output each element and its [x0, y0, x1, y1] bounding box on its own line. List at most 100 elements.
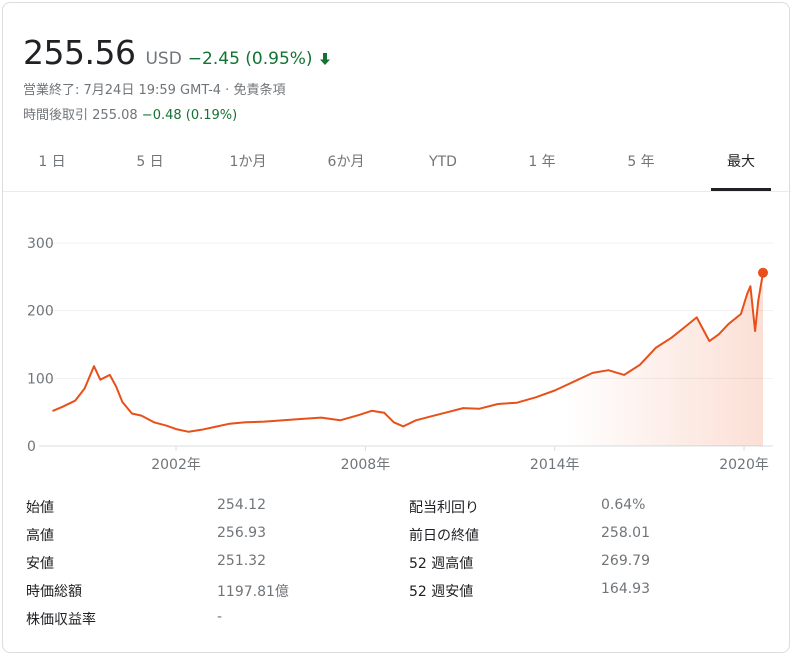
stat-prev-close-label: 前日の終値 — [409, 528, 479, 544]
x-tick-label: 2014年 — [530, 457, 580, 473]
price-chart[interactable]: 0 100 200 300 2002年 2008年 2014年 2020年 — [3, 193, 789, 483]
after-hours-change: −0.48 (0.19%) — [141, 108, 238, 123]
after-hours-row: 時間後取引 255.08 −0.48 (0.19%) — [23, 104, 237, 123]
price-point — [282, 419, 285, 422]
tab-6m[interactable]: 6か月 — [327, 154, 365, 170]
price-point — [516, 401, 518, 404]
price-point — [572, 380, 575, 383]
x-tick-label: 2020年 — [719, 457, 769, 473]
price-point — [213, 426, 215, 428]
after-hours-price: 255.08 — [92, 108, 138, 123]
y-tick-label: 300 — [27, 236, 54, 252]
stat-high-value: 256.93 — [217, 525, 266, 541]
price-point — [535, 396, 537, 399]
tab-1y[interactable]: 1 年 — [528, 154, 556, 170]
price-point — [623, 374, 625, 376]
price-area-fill — [53, 272, 763, 446]
price-point — [140, 414, 143, 417]
range-tabs: 1 日 5 日 1か月 6か月 YTD 1 年 5 年 最大 — [3, 143, 791, 192]
price-point — [497, 403, 499, 405]
price-point — [370, 410, 373, 412]
price-point — [727, 323, 730, 325]
stat-open-label: 始値 — [26, 500, 54, 516]
price-line — [52, 272, 764, 433]
tab-ytd[interactable]: YTD — [429, 154, 457, 170]
price-point — [393, 421, 395, 424]
after-hours-label: 時間後取引 — [23, 108, 89, 123]
price-point — [187, 430, 190, 433]
y-tick-label: 200 — [27, 304, 54, 320]
x-tick-label: 2002年 — [151, 457, 201, 473]
price-point — [746, 292, 749, 295]
tab-max[interactable]: 最大 — [711, 143, 771, 191]
price-point — [93, 365, 95, 367]
tab-1d[interactable]: 1 日 — [38, 154, 66, 170]
price-point — [121, 401, 124, 403]
price-point — [115, 385, 117, 388]
price-point — [175, 428, 177, 430]
price-point — [430, 415, 433, 418]
price-point — [301, 418, 304, 420]
stat-low-value: 251.32 — [217, 553, 266, 569]
stat-pe-label: 株価収益率 — [26, 612, 96, 628]
current-price-marker — [758, 267, 768, 278]
price-point — [754, 330, 756, 332]
stat-row: 株価収益率 - — [3, 609, 791, 637]
price-point — [358, 414, 360, 416]
price-point — [683, 326, 685, 329]
price-point — [639, 364, 641, 366]
price-point — [131, 412, 133, 415]
price-point — [591, 372, 594, 374]
stat-dividend-value: 0.64% — [601, 497, 646, 513]
price-point — [718, 333, 720, 336]
tab-5d[interactable]: 5 日 — [136, 154, 164, 170]
tab-1m[interactable]: 1か月 — [229, 154, 267, 170]
stat-52w-high-label: 52 週高値 — [409, 556, 474, 572]
price-point — [708, 340, 711, 342]
price-point — [228, 422, 231, 425]
price-point — [52, 410, 54, 412]
price-point — [83, 387, 86, 390]
x-tick-label: 2008年 — [341, 457, 391, 473]
current-price: 255.56 — [23, 33, 136, 72]
stat-open-value: 254.12 — [217, 497, 266, 513]
price-point — [607, 369, 610, 372]
y-tick-label: 0 — [27, 439, 36, 455]
price-point — [478, 407, 480, 410]
price-point — [109, 374, 111, 376]
price-point — [749, 285, 752, 288]
y-tick-label: 100 — [27, 371, 54, 387]
tab-5y[interactable]: 5 年 — [627, 154, 655, 170]
stat-market-cap-value: 1197.81億 — [217, 584, 289, 600]
stat-row: 高値 256.93 前日の終値 258.01 — [3, 525, 791, 553]
stat-low-label: 安値 — [26, 556, 54, 572]
price-point — [402, 425, 405, 428]
price-point — [99, 378, 102, 381]
currency: USD — [145, 49, 182, 69]
price-change: −2.45 (0.95%) — [187, 49, 313, 69]
price-point — [695, 316, 698, 319]
price-point — [462, 407, 465, 409]
price-point — [74, 399, 76, 402]
price-point — [244, 421, 247, 424]
price-point — [339, 419, 341, 422]
market-status: 営業終了: 7月24日 19:59 GMT-4 · 免責条項 — [23, 83, 286, 98]
stat-row: 安値 251.32 52 週高値 269.79 — [3, 553, 791, 581]
stat-row: 始値 254.12 配当利回り 0.64% — [3, 497, 791, 525]
price-point — [165, 424, 168, 427]
stat-market-cap-label: 時価総額 — [26, 584, 82, 600]
stat-prev-close-value: 258.01 — [601, 525, 650, 541]
stat-52w-high-value: 269.79 — [601, 553, 650, 569]
price-point — [740, 313, 742, 315]
price-point — [153, 421, 155, 424]
stat-pe-value: - — [217, 609, 223, 625]
arrow-down-icon — [319, 51, 331, 70]
price-point — [61, 405, 64, 408]
price-point — [654, 347, 657, 349]
stat-52w-low-value: 164.93 — [601, 581, 650, 597]
price-point — [320, 416, 323, 419]
price-point — [553, 389, 556, 392]
price-point — [200, 428, 203, 431]
price-point — [670, 336, 673, 339]
